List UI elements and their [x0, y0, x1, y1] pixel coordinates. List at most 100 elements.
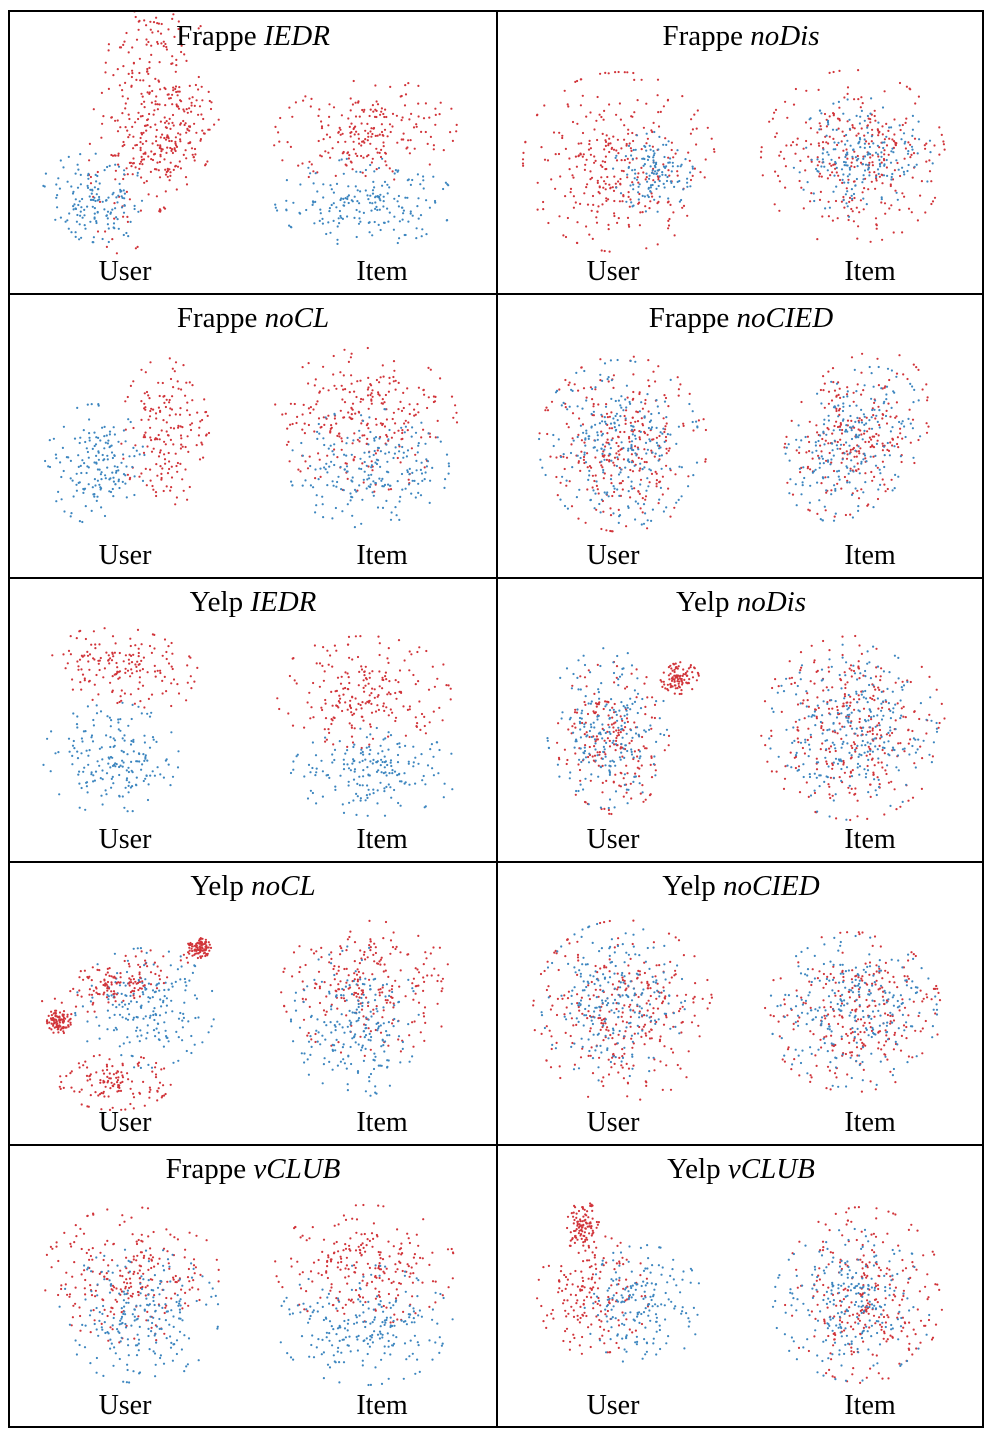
scatter-point [77, 203, 80, 207]
scatter-point [610, 459, 613, 462]
scatter-point [351, 408, 354, 411]
scatter-point [587, 148, 591, 151]
scatter-point [585, 186, 588, 189]
scatter-point [916, 152, 919, 155]
scatter-point [92, 630, 95, 633]
scatter-point [911, 128, 914, 131]
scatter-point [337, 475, 340, 478]
scatter-point [91, 447, 94, 450]
scatter-point [148, 746, 152, 749]
scatter-point [639, 467, 642, 470]
scatter-point [881, 106, 885, 109]
scatter-point [351, 713, 354, 717]
scatter-point [858, 472, 861, 475]
scatter-point [151, 736, 155, 739]
scatter-point [313, 222, 316, 225]
scatter-point [883, 483, 886, 486]
scatter-point [632, 183, 635, 186]
scatter-point [177, 132, 180, 135]
scatter-plot [42, 627, 454, 817]
scatter-point [433, 199, 437, 203]
scatter-point [863, 452, 866, 455]
scatter-point [178, 160, 181, 163]
scatter-point [558, 131, 561, 134]
scatter-point [96, 199, 99, 202]
scatter-point [662, 510, 665, 513]
scatter-point [899, 427, 902, 430]
scatter-point [564, 235, 568, 239]
scatter-point [438, 748, 441, 752]
scatter-point [925, 431, 929, 434]
scatter-point [410, 447, 413, 450]
scatter-point [415, 125, 418, 128]
scatter-point [358, 784, 361, 787]
scatter-point [895, 375, 898, 378]
scatter-point [332, 354, 335, 358]
scatter-point [450, 107, 453, 110]
scatter-point [883, 202, 887, 205]
scatter-point [679, 165, 682, 168]
scatter-point [106, 466, 109, 469]
scatter-point [335, 182, 339, 185]
scatter-point [176, 461, 179, 465]
scatter-point [156, 40, 159, 44]
scatter-point [310, 97, 313, 100]
scatter-point [665, 165, 668, 168]
scatter-point [174, 413, 177, 416]
scatter-point [342, 374, 345, 377]
scatter-point [349, 499, 352, 502]
scatter-point [369, 393, 372, 397]
scatter-point [662, 417, 665, 420]
scatter-point [116, 465, 119, 469]
scatter-point [650, 519, 653, 522]
scatter-point [380, 130, 384, 134]
scatter-point [339, 697, 342, 700]
scatter-point [125, 777, 129, 780]
scatter-point [149, 436, 152, 439]
scatter-point [895, 401, 898, 404]
scatter-point [576, 79, 579, 83]
scatter-point [627, 476, 630, 479]
scatter-point [828, 206, 831, 209]
scatter-point [322, 437, 325, 440]
scatter-point [617, 436, 620, 439]
scatter-point [584, 777, 587, 780]
scatter-point [390, 511, 393, 514]
scatter-point [652, 172, 655, 175]
scatter-point [651, 169, 654, 172]
scatter-point [372, 758, 375, 761]
scatter-point [55, 500, 58, 503]
scatter-point [909, 88, 912, 91]
scatter-plot [521, 69, 946, 253]
scatter-point [174, 85, 178, 88]
scatter-point [863, 146, 866, 149]
scatter-point [156, 669, 159, 672]
scatter-point [831, 171, 834, 174]
scatter-point [94, 443, 98, 446]
scatter-point [406, 196, 409, 199]
scatter-point [424, 805, 427, 808]
scatter-point [351, 103, 354, 106]
scatter-point [610, 812, 613, 816]
scatter-point [121, 765, 124, 768]
scatter-point [608, 415, 611, 418]
scatter-point [146, 67, 149, 71]
scatter-point [382, 205, 385, 208]
scatter-point [295, 421, 298, 425]
scatter-point [124, 81, 127, 84]
scatter-point [577, 789, 580, 793]
scatter-point [615, 113, 618, 116]
scatter-point [111, 471, 114, 474]
scatter-point [143, 453, 146, 457]
scatter-point [74, 198, 77, 201]
scatter-point [346, 215, 349, 218]
scatter-point [172, 13, 175, 16]
scatter-point [341, 510, 344, 513]
scatter-point [344, 197, 347, 200]
scatter-point [361, 140, 364, 143]
scatter-point [840, 168, 844, 171]
scatter-point [666, 433, 669, 436]
scatter-point [306, 467, 310, 470]
scatter-point [370, 466, 373, 469]
scatter-point [655, 472, 658, 475]
